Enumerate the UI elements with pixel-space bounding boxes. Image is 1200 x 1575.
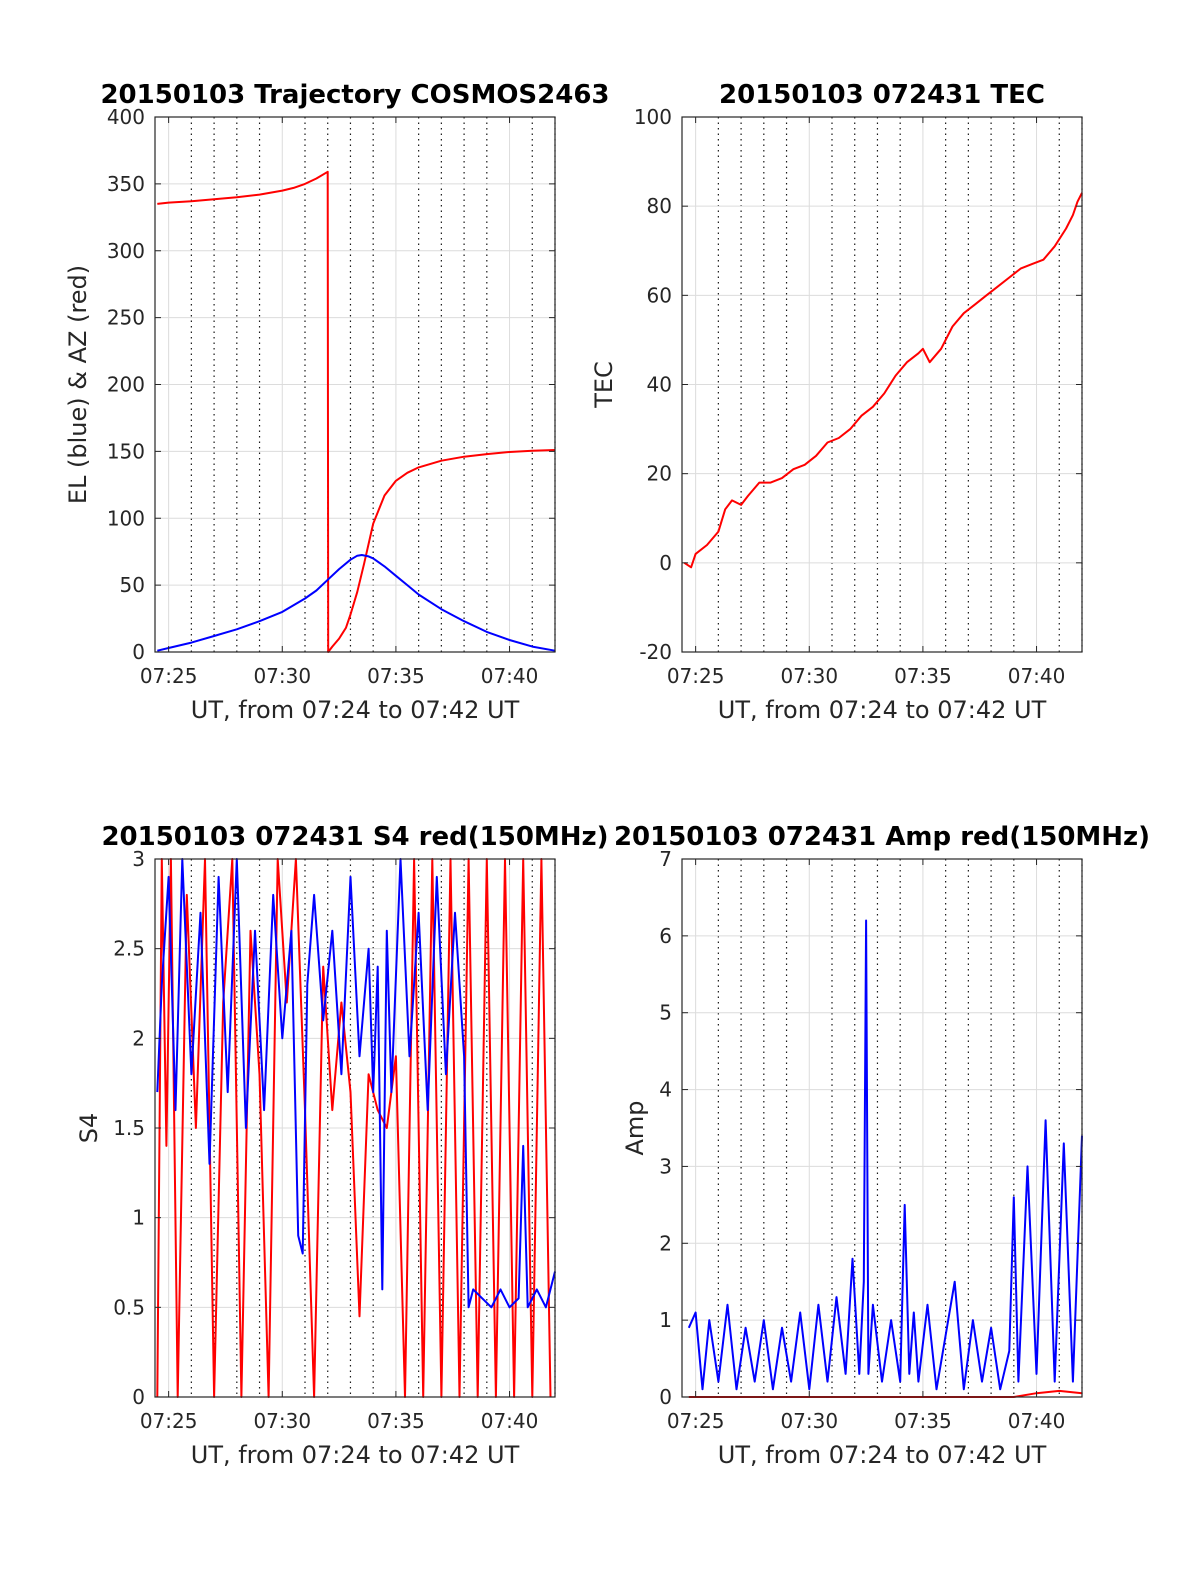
y-tick-label: 4: [659, 1078, 672, 1102]
panel-title: 20150103 072431 S4 red(150MHz): [101, 822, 608, 852]
x-tick-label: 07:30: [780, 1409, 838, 1433]
x-tick-label: 07:25: [140, 664, 198, 688]
y-tick-label: 400: [107, 105, 145, 129]
x-tick-label: 07:40: [1008, 1409, 1066, 1433]
y-tick-label: 100: [634, 105, 672, 129]
panel-title: 20150103 072431 TEC: [719, 80, 1045, 110]
y-tick-label: 0.5: [113, 1295, 145, 1319]
y-tick-label: 200: [107, 373, 145, 397]
y-tick-label: 0: [132, 1385, 145, 1409]
y-tick-label: 1.5: [113, 1116, 145, 1140]
y-tick-label: 5: [659, 1001, 672, 1025]
series-line-1: [156, 858, 556, 1309]
y-tick-label: 150: [107, 439, 145, 463]
data-lines: [156, 858, 556, 1398]
y-tick-label: 80: [647, 194, 672, 218]
y-tick-label: 1: [659, 1308, 672, 1332]
panel-amp: 07:25 07:30 07:35 07:40 0 1 2 3 4 5 6 7 20150103 07…: [614, 822, 1150, 1469]
y-tick-label: 6: [659, 924, 672, 948]
y-tick-label: 20: [647, 462, 672, 486]
x-axis-label: UT, from 07:24 to 07:42 UT: [718, 1441, 1047, 1469]
y-tick-label: 250: [107, 306, 145, 330]
grid: [682, 116, 1083, 653]
data-lines: [157, 170, 556, 653]
y-axis-label: TEC: [590, 361, 618, 409]
grid: [155, 116, 556, 653]
y-tick-label: 50: [120, 573, 145, 597]
x-tick-label: 07:35: [367, 664, 425, 688]
panel-title: 20150103 072431 Amp red(150MHz): [614, 822, 1150, 852]
panel-title: 20150103 Trajectory COSMOS2463: [100, 80, 609, 110]
panel-trajectory: 07:25 07:30 07:35 07:40 0 50 100 150 200 250 300 35…: [64, 80, 610, 724]
x-tick-label: 07:35: [367, 1409, 425, 1433]
y-tick-label: 350: [107, 172, 145, 196]
y-axis-label: S4: [75, 1113, 103, 1144]
ticks: 07:25 07:30 07:35 07:40 0 0.5 1 1.5 2 2.5 3: [113, 847, 555, 1433]
y-tick-label: 2: [132, 1026, 145, 1050]
x-tick-label: 07:35: [894, 1409, 952, 1433]
series-line-0: [687, 919, 1083, 1391]
x-tick-label: 07:25: [140, 1409, 198, 1433]
y-tick-label: 0: [659, 551, 672, 575]
plot-frame: [681, 858, 1083, 1398]
ticks: 07:25 07:30 07:35 07:40 0 50 100 150 200 250 300 35…: [107, 105, 555, 688]
x-tick-label: 07:40: [481, 664, 539, 688]
x-tick-label: 07:30: [253, 1409, 311, 1433]
data-lines: [683, 192, 1083, 569]
y-tick-label: 7: [659, 847, 672, 871]
y-tick-label: 3: [659, 1154, 672, 1178]
panel-s4: 07:25 07:30 07:35 07:40 0 0.5 1 1.5 2 2.5 3 201501…: [75, 822, 609, 1469]
ticks: 07:25 07:30 07:35 07:40 -20 0 20 40 60 80 100: [634, 105, 1082, 688]
ticks: 07:25 07:30 07:35 07:40 0 1 2 3 4 5 6 7: [659, 847, 1082, 1433]
x-axis-label: UT, from 07:24 to 07:42 UT: [718, 696, 1047, 724]
y-tick-label: 60: [647, 283, 672, 307]
series-line-1: [157, 554, 556, 652]
x-tick-label: 07:25: [667, 1409, 725, 1433]
x-tick-label: 07:30: [253, 664, 311, 688]
x-axis-label: UT, from 07:24 to 07:42 UT: [191, 1441, 520, 1469]
plot-area: [682, 859, 1082, 1397]
panel-tec: 07:25 07:30 07:35 07:40 -20 0 20 40 60 80 100 2015…: [590, 80, 1083, 724]
series-line-0: [157, 170, 556, 653]
y-axis-label: EL (blue) & AZ (red): [64, 265, 92, 504]
y-tick-label: 0: [132, 640, 145, 664]
x-tick-label: 07:30: [780, 664, 838, 688]
x-tick-label: 07:25: [667, 664, 725, 688]
series-line-0: [156, 858, 552, 1398]
y-tick-label: 40: [647, 373, 672, 397]
x-tick-label: 07:40: [481, 1409, 539, 1433]
series-line-0: [683, 192, 1083, 569]
x-tick-label: 07:35: [894, 664, 952, 688]
y-axis-label: Amp: [621, 1100, 649, 1155]
y-tick-label: 0: [659, 1385, 672, 1409]
y-tick-label: 2.5: [113, 937, 145, 961]
y-tick-label: 300: [107, 239, 145, 263]
y-tick-label: 3: [132, 847, 145, 871]
x-axis-label: UT, from 07:24 to 07:42 UT: [191, 696, 520, 724]
x-tick-label: 07:40: [1008, 664, 1066, 688]
y-tick-label: 1: [132, 1206, 145, 1230]
y-tick-label: 2: [659, 1231, 672, 1255]
y-tick-label: -20: [639, 640, 672, 664]
y-tick-label: 100: [107, 506, 145, 530]
